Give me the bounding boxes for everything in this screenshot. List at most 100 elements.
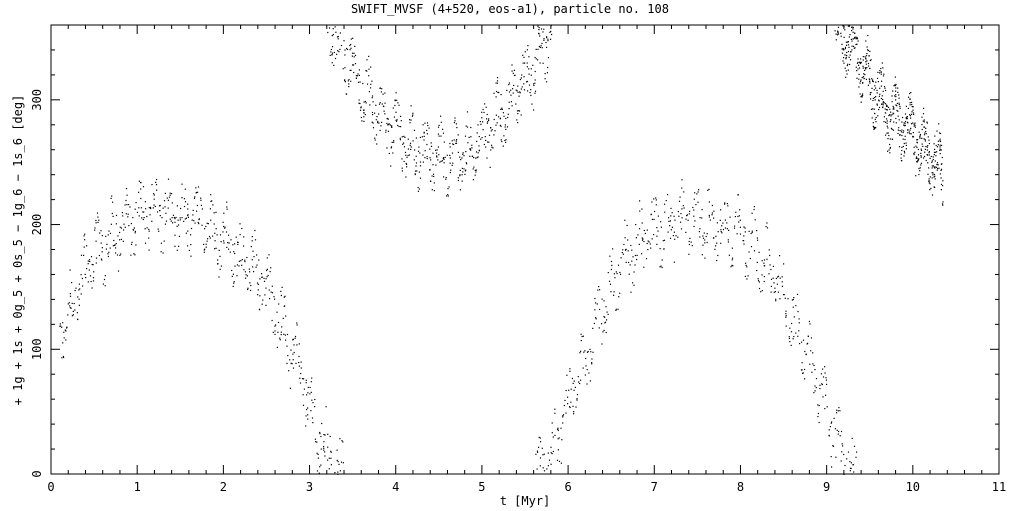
- data-point: [386, 117, 388, 120]
- data-point: [101, 247, 103, 249]
- data-point: [506, 126, 509, 128]
- data-point: [928, 167, 930, 169]
- data-point: [764, 265, 766, 267]
- data-point: [469, 155, 471, 157]
- data-point: [878, 95, 880, 97]
- data-point: [807, 335, 809, 337]
- data-point: [706, 241, 708, 244]
- data-point: [632, 282, 634, 284]
- data-point: [234, 265, 236, 267]
- data-point: [91, 287, 93, 289]
- data-point: [721, 232, 723, 234]
- data-point: [426, 158, 428, 160]
- data-point: [190, 227, 193, 230]
- data-point: [847, 63, 849, 65]
- data-point: [60, 325, 62, 327]
- data-point: [320, 448, 322, 450]
- data-point: [268, 254, 270, 256]
- data-point: [744, 275, 746, 277]
- data-point: [889, 152, 891, 154]
- data-point: [363, 120, 365, 122]
- data-point: [880, 73, 882, 75]
- data-point: [726, 203, 728, 205]
- data-point: [277, 331, 279, 333]
- data-point: [758, 287, 761, 290]
- data-point: [783, 294, 785, 296]
- data-point: [924, 148, 926, 150]
- data-point: [390, 147, 392, 149]
- data-point: [134, 208, 136, 210]
- data-point: [501, 108, 503, 110]
- data-point: [153, 194, 155, 196]
- data-point: [894, 84, 896, 86]
- data-point: [340, 461, 343, 463]
- data-point: [634, 254, 636, 257]
- data-point: [505, 139, 507, 141]
- data-point: [746, 278, 748, 280]
- data-point: [851, 26, 853, 28]
- data-point: [724, 227, 727, 229]
- data-point: [352, 37, 354, 39]
- data-point: [940, 149, 942, 151]
- data-point: [931, 161, 933, 163]
- data-point: [811, 371, 813, 373]
- data-point: [628, 261, 630, 264]
- data-point: [478, 145, 480, 147]
- data-point: [61, 326, 63, 328]
- data-point: [452, 143, 454, 145]
- data-point: [265, 278, 267, 280]
- data-point: [580, 333, 582, 335]
- data-point: [430, 142, 432, 144]
- data-point: [256, 264, 258, 266]
- data-point: [279, 337, 281, 339]
- data-point: [688, 240, 690, 243]
- x-tick-label: 8: [737, 480, 744, 494]
- data-point: [887, 127, 889, 129]
- data-point: [533, 83, 535, 85]
- data-point: [112, 215, 114, 217]
- data-point: [731, 247, 733, 249]
- data-point: [128, 204, 130, 206]
- data-point: [462, 152, 464, 154]
- data-point: [642, 238, 644, 240]
- data-point: [190, 255, 192, 257]
- data-point: [576, 398, 578, 400]
- data-point: [339, 48, 341, 50]
- data-point: [278, 303, 280, 305]
- data-point: [661, 259, 663, 261]
- data-point: [677, 211, 679, 213]
- data-point: [847, 69, 849, 71]
- data-point: [403, 142, 405, 144]
- data-point: [891, 138, 894, 140]
- data-point: [496, 80, 499, 82]
- data-point: [481, 137, 483, 139]
- data-point: [496, 82, 499, 84]
- data-point: [901, 149, 903, 152]
- data-point: [119, 254, 121, 256]
- data-point: [68, 302, 70, 304]
- data-point: [854, 32, 856, 34]
- data-point: [923, 121, 925, 123]
- data-point: [873, 108, 875, 110]
- data-point: [305, 382, 307, 384]
- data-point: [877, 81, 879, 83]
- data-point: [920, 155, 922, 157]
- data-point: [853, 445, 856, 447]
- data-point: [107, 253, 109, 255]
- data-point: [591, 362, 593, 364]
- data-point: [797, 335, 799, 337]
- data-point: [132, 217, 134, 219]
- data-point: [415, 162, 418, 164]
- data-point: [344, 79, 346, 81]
- data-point: [731, 259, 733, 261]
- data-point: [243, 236, 245, 238]
- data-point: [543, 38, 545, 40]
- data-point: [900, 153, 902, 155]
- data-point: [65, 330, 67, 332]
- data-point: [482, 108, 484, 111]
- data-point: [97, 221, 99, 223]
- data-point: [196, 204, 198, 207]
- data-point: [454, 120, 456, 122]
- data-point: [331, 53, 333, 56]
- data-point: [927, 145, 929, 147]
